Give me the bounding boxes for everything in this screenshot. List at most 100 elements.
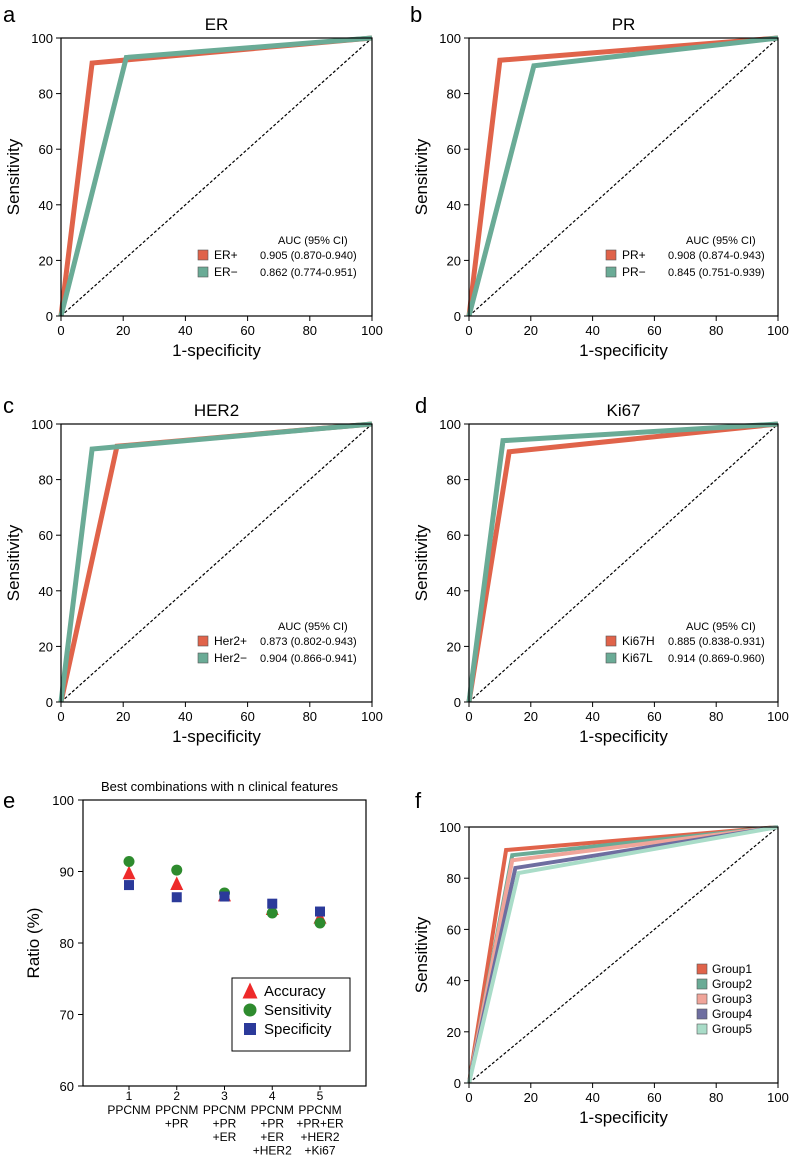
category-label-line: +PR bbox=[260, 1117, 284, 1131]
x-tick-label: 100 bbox=[767, 323, 789, 338]
panel-letter-d: d bbox=[415, 393, 427, 418]
legend-swatch-Group2 bbox=[696, 978, 708, 990]
legend-auc-Her2+: 0.873 (0.802-0.943) bbox=[260, 636, 357, 648]
legend-auc-Ki67H: 0.885 (0.838-0.931) bbox=[668, 636, 765, 648]
legend-swatch-ER− bbox=[197, 266, 209, 278]
x-tick-label: 2 bbox=[173, 1089, 180, 1103]
point-specificity bbox=[315, 906, 325, 917]
category-label-line: PPCNM bbox=[251, 1103, 294, 1117]
x-tick-label: 1 bbox=[126, 1089, 133, 1103]
category-label-line: +ER bbox=[213, 1130, 237, 1144]
panel-letter-a: a bbox=[3, 2, 16, 27]
x-tick-label: 0 bbox=[57, 709, 64, 724]
roc-curve-Ki67H bbox=[466, 421, 779, 703]
y-tick-label: 80 bbox=[447, 87, 461, 102]
point-specificity bbox=[267, 898, 278, 909]
legend-label-accuracy: Accuracy bbox=[264, 983, 326, 1000]
point-specificity bbox=[171, 892, 182, 903]
legend-auc-PR+: 0.908 (0.874-0.943) bbox=[668, 250, 765, 262]
category-label-line: PPCNM bbox=[155, 1103, 198, 1117]
roc-panel-er: ER 00 20 20 40 40 60 60 80 80 100 100 1-specificity S… bbox=[4, 15, 383, 360]
legend-label-PR−: PR− bbox=[622, 265, 646, 279]
legend-label-ER+: ER+ bbox=[214, 248, 238, 262]
x-tick-label: 5 bbox=[317, 1089, 324, 1103]
panel-letter-c: c bbox=[3, 393, 14, 418]
category-label-line: PPCNM bbox=[203, 1103, 246, 1117]
point-sensitivity bbox=[171, 864, 183, 876]
legend-auc-Ki67L: 0.914 (0.869-0.960) bbox=[668, 653, 765, 665]
x-tick-label: 80 bbox=[709, 323, 723, 338]
y-tick-label: 0 bbox=[454, 695, 461, 710]
y-tick-label: 40 bbox=[447, 584, 461, 599]
y-axis-label: Sensitivity bbox=[4, 524, 23, 601]
y-axis-label: Ratio (%) bbox=[24, 908, 43, 979]
x-tick-label: 40 bbox=[585, 709, 599, 724]
legend-auc-Her2−: 0.904 (0.866-0.941) bbox=[260, 653, 357, 665]
legend-label-Group3: Group3 bbox=[712, 992, 752, 1006]
panel-letter-e: e bbox=[3, 788, 15, 813]
y-tick-label: 0 bbox=[454, 309, 461, 324]
y-axis-label: Sensitivity bbox=[412, 524, 431, 601]
legend-label-Group4: Group4 bbox=[712, 1007, 752, 1021]
category-label-line: +Ki67 bbox=[304, 1144, 335, 1158]
x-tick-label: 60 bbox=[240, 323, 254, 338]
point-specificity bbox=[124, 880, 134, 891]
y-axis-label: Sensitivity bbox=[4, 138, 23, 215]
category-label-line: +PR+ER bbox=[296, 1117, 344, 1131]
x-tick-label: 40 bbox=[585, 1090, 599, 1105]
x-tick-label: 80 bbox=[303, 323, 317, 338]
diagonal-reference-line bbox=[60, 423, 373, 703]
legend-swatch-Her2+ bbox=[197, 635, 209, 647]
legend-swatch-Ki67L bbox=[605, 652, 617, 664]
y-tick-label: 80 bbox=[447, 473, 461, 488]
plot-frame bbox=[60, 423, 373, 703]
y-axis-label: Sensitivity bbox=[412, 138, 431, 215]
point-accuracy bbox=[170, 876, 184, 890]
y-tick-label: 60 bbox=[39, 528, 53, 543]
category-label-line: +PR bbox=[213, 1117, 237, 1131]
legend-label-Group1: Group1 bbox=[712, 962, 752, 976]
y-tick-label: 60 bbox=[447, 142, 461, 157]
y-tick-label: 0 bbox=[454, 1076, 461, 1091]
y-tick-label: 20 bbox=[447, 1025, 461, 1040]
y-tick-label: 80 bbox=[60, 936, 74, 951]
chart-title: Best combinations with n clinical featur… bbox=[101, 779, 339, 794]
legend-swatch-PR+ bbox=[605, 249, 617, 261]
x-tick-label: 40 bbox=[178, 709, 192, 724]
category-label-line: +HER2 bbox=[253, 1144, 292, 1158]
y-tick-label: 80 bbox=[39, 473, 53, 488]
y-tick-label: 0 bbox=[46, 309, 53, 324]
diagonal-reference-line bbox=[468, 423, 779, 703]
legend-marker-accuracy bbox=[242, 982, 258, 999]
point-sensitivity bbox=[314, 917, 326, 929]
y-tick-label: 40 bbox=[447, 974, 461, 989]
legend-swatch-ER+ bbox=[197, 249, 209, 261]
legend-swatch-Ki67H bbox=[605, 635, 617, 647]
x-axis-label: 1-specificity bbox=[579, 341, 668, 360]
y-tick-label: 100 bbox=[439, 820, 461, 835]
x-tick-label: 20 bbox=[524, 1090, 538, 1105]
legend-swatch-Her2− bbox=[197, 652, 209, 664]
diagonal-reference-line bbox=[60, 37, 373, 317]
x-tick-label: 0 bbox=[465, 323, 472, 338]
x-axis-label: 1-specificity bbox=[172, 727, 261, 746]
x-tick-label: 100 bbox=[361, 323, 383, 338]
legend-swatch-Group1 bbox=[696, 963, 708, 975]
x-tick-label: 80 bbox=[709, 1090, 723, 1105]
x-tick-label: 20 bbox=[524, 709, 538, 724]
x-tick-label: 80 bbox=[303, 709, 317, 724]
plot-frame bbox=[468, 37, 779, 317]
category-label-line: +PR bbox=[165, 1117, 189, 1131]
x-tick-label: 80 bbox=[709, 709, 723, 724]
legend-label-Her2−: Her2− bbox=[214, 651, 247, 665]
panel-letter-f: f bbox=[415, 788, 422, 813]
legend-header: AUC (95% CI) bbox=[278, 621, 348, 633]
roc-curve-ER− bbox=[58, 35, 373, 317]
legend-marker-sensitivity bbox=[243, 1003, 257, 1017]
scatter-panel-combinations: Best combinations with n clinical featur… bbox=[24, 779, 367, 1158]
y-tick-label: 80 bbox=[39, 87, 53, 102]
legend-header: AUC (95% CI) bbox=[686, 621, 756, 633]
diagonal-reference-line bbox=[468, 37, 779, 317]
legend-label-ER−: ER− bbox=[214, 265, 238, 279]
legend-label-PR+: PR+ bbox=[622, 248, 646, 262]
